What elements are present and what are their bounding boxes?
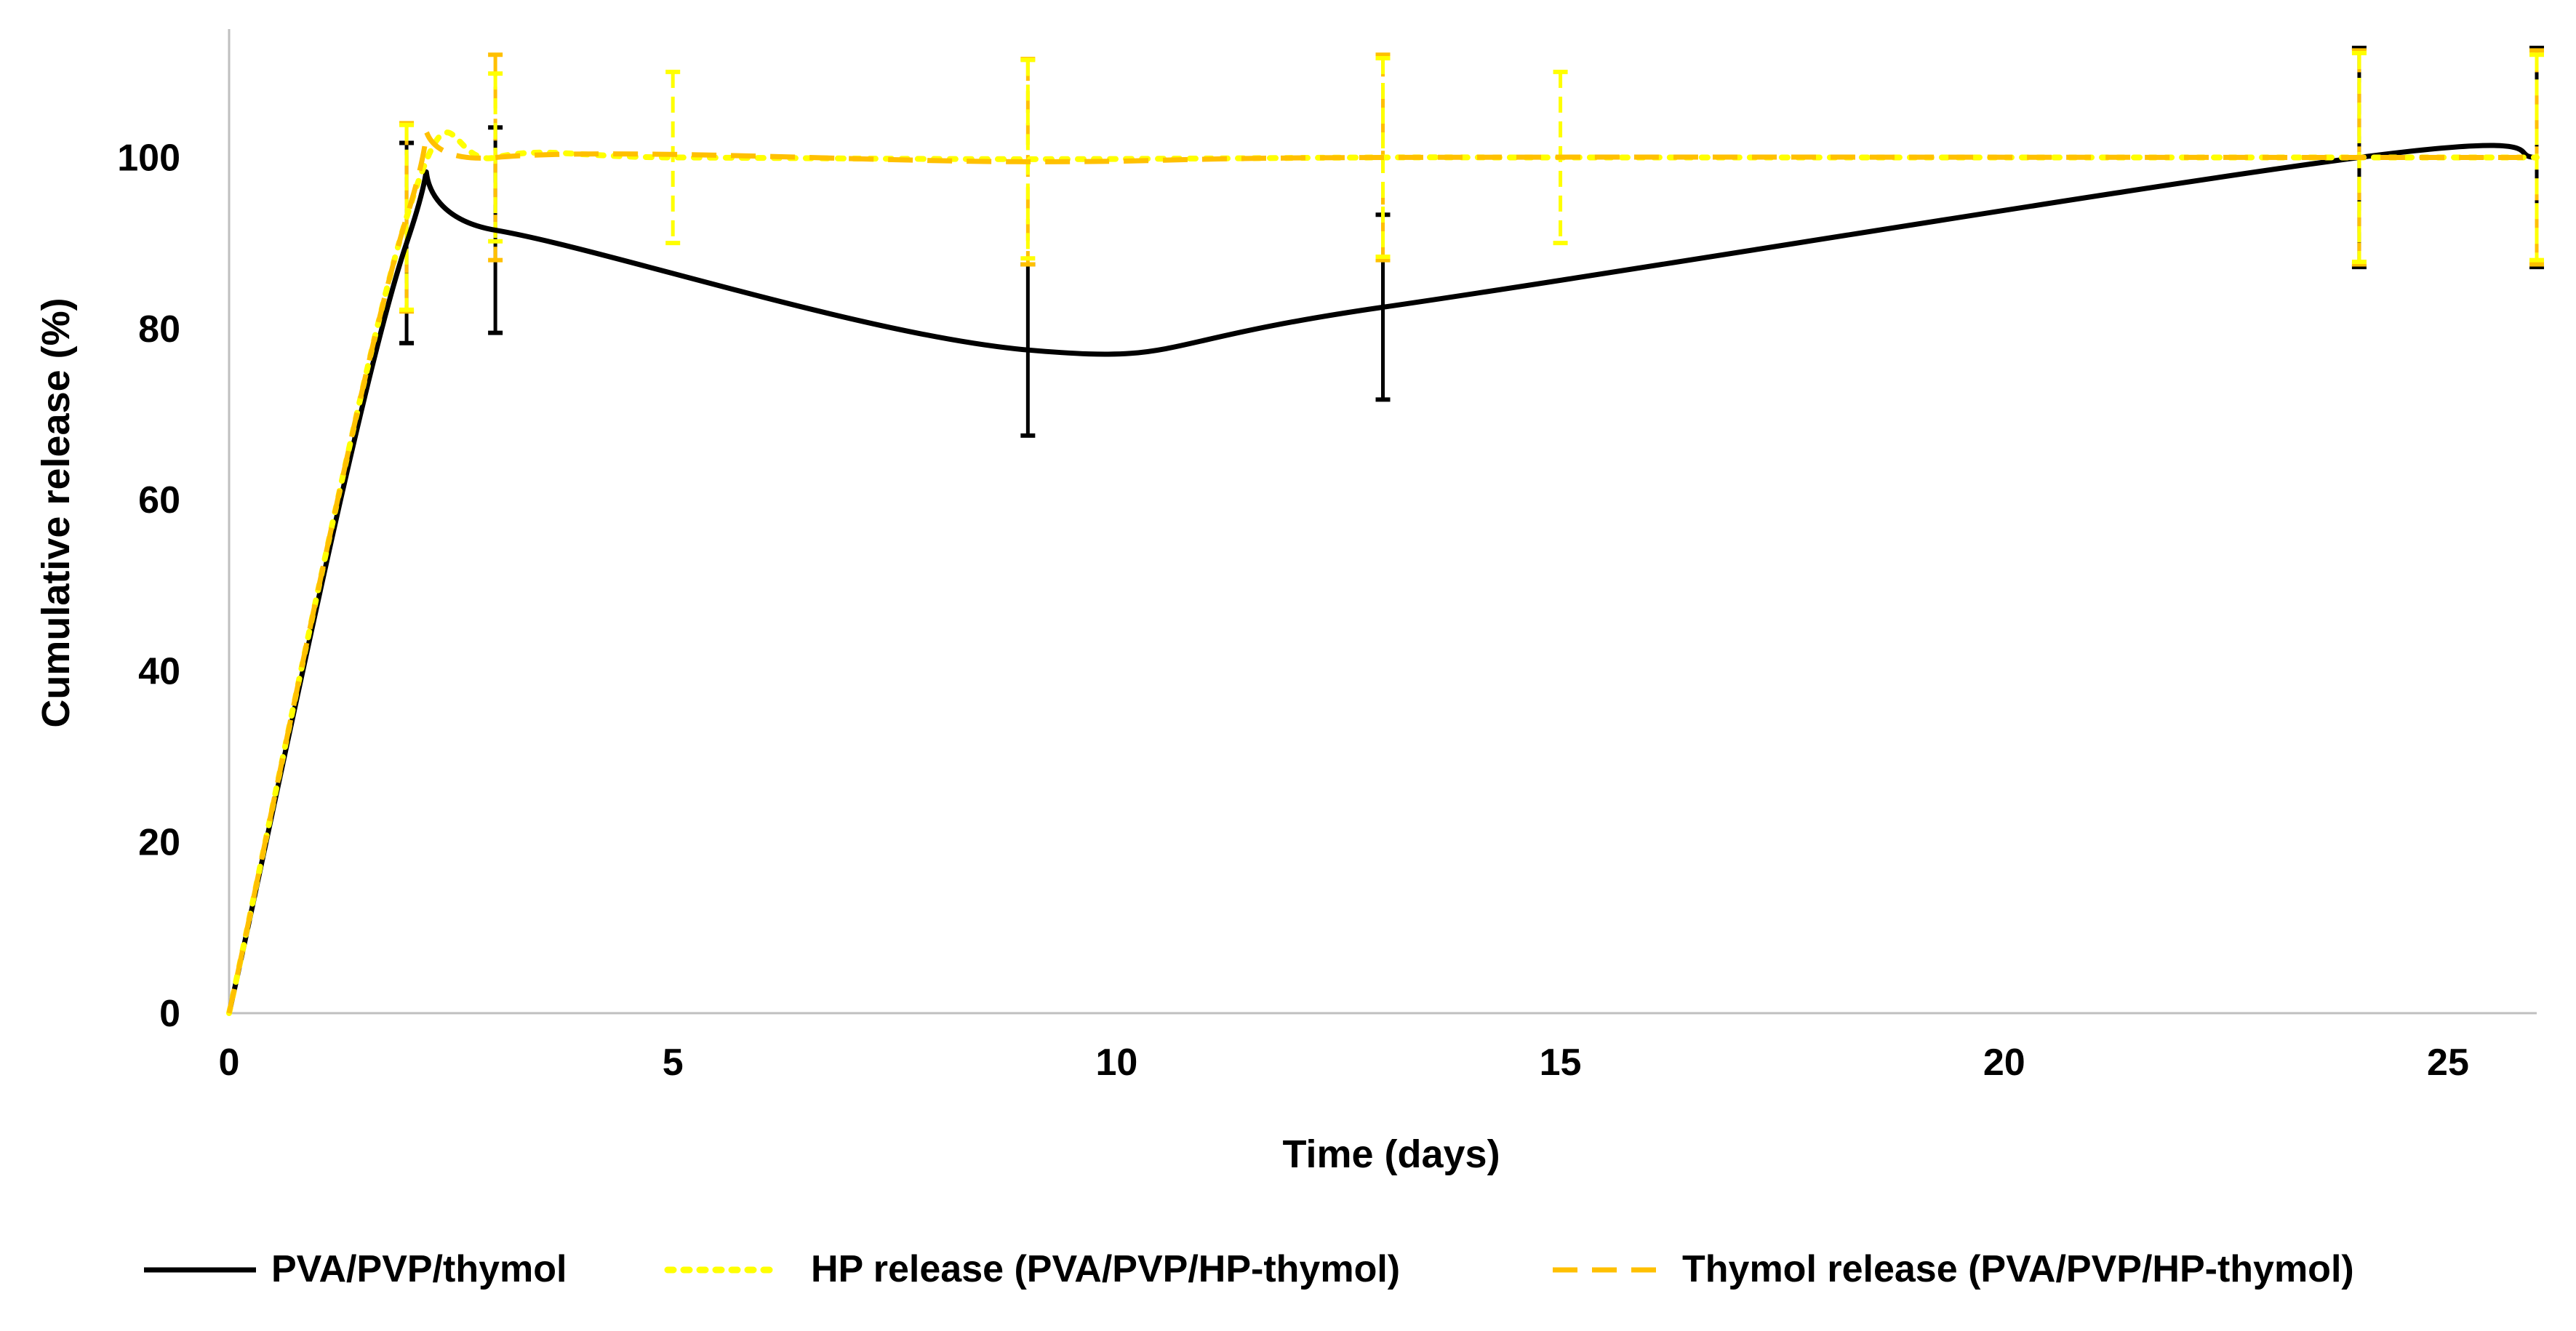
legend-item-2: Thymol release (PVA/PVP/HP-thymol) <box>1553 1248 2354 1290</box>
axes <box>228 29 2537 1015</box>
legend-label: Thymol release (PVA/PVP/HP-thymol) <box>1682 1248 2354 1290</box>
legend-label: HP release (PVA/PVP/HP-thymol) <box>811 1248 1400 1290</box>
series-line-2 <box>226 129 2537 1014</box>
y-tick-label: 20 <box>138 822 180 864</box>
error-bars-1 <box>399 50 2544 312</box>
legend-item-0: PVA/PVP/thymol <box>144 1248 567 1290</box>
legend-item-1: HP release (PVA/PVP/HP-thymol) <box>664 1248 1400 1290</box>
x-axis-title: Time (days) <box>1282 1132 1500 1176</box>
legend-label: PVA/PVP/thymol <box>271 1248 567 1290</box>
y-tick-label: 60 <box>138 479 180 521</box>
x-tick-label: 10 <box>1095 1042 1137 1084</box>
x-tick-label: 15 <box>1540 1042 1582 1084</box>
y-tick-label: 40 <box>138 650 180 692</box>
series-line-0 <box>226 143 2537 1014</box>
x-tick-label: 0 <box>219 1042 240 1084</box>
error-bars-0 <box>399 45 2544 438</box>
series-layer <box>226 45 2544 1016</box>
y-axis-title: Cumulative release (%) <box>34 297 78 727</box>
y-tick-label: 100 <box>117 137 180 179</box>
legend: PVA/PVP/thymol HP release (PVA/PVP/HP-thy… <box>144 1248 2354 1290</box>
x-tick-label: 5 <box>663 1042 684 1084</box>
tick-labels: 0 5 10 15 20 25 0 20 40 60 80 100 <box>117 137 2469 1084</box>
x-tick-label: 20 <box>1983 1042 2025 1084</box>
y-tick-label: 0 <box>159 993 180 1035</box>
y-tick-label: 80 <box>138 308 180 351</box>
x-tick-label: 25 <box>2427 1042 2469 1084</box>
error-bars-2 <box>399 48 2544 314</box>
